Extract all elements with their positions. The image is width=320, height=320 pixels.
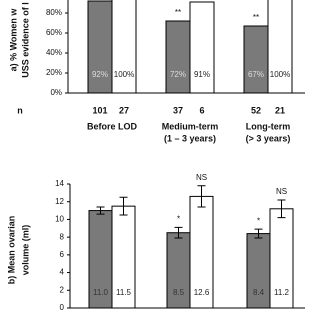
value-label: 11.2	[274, 288, 290, 297]
y-tick-label: 80%	[46, 8, 62, 17]
value-label: 8.5	[173, 288, 185, 297]
n-row-label: n	[17, 105, 23, 115]
value-label: 11.0	[93, 288, 109, 297]
y-tick-label: 0%	[50, 88, 62, 97]
y-axis-label: a) % Women w	[8, 8, 18, 72]
y-tick-label: 60%	[46, 28, 62, 37]
y-tick-label: 0	[60, 303, 65, 312]
value-label: 67%	[248, 70, 264, 79]
value-label: 8.4	[253, 288, 265, 297]
n-label: 21	[275, 105, 285, 115]
y-tick-label: 14	[55, 179, 64, 188]
error-bar	[197, 185, 206, 208]
bar	[165, 20, 191, 94]
annotation: *	[257, 216, 260, 225]
category-label: Before LOD	[87, 121, 138, 131]
bar	[87, 0, 113, 94]
y-tick-label: 4	[60, 268, 65, 277]
n-label: 6	[199, 105, 204, 115]
annotation: **	[253, 13, 259, 22]
category-label: Long-term	[246, 121, 291, 131]
error-bar	[277, 199, 286, 219]
annotation: **	[175, 8, 181, 17]
category-label: Medium-term	[162, 121, 219, 131]
y-tick-label: 20%	[46, 68, 62, 77]
annotation: NS	[276, 187, 287, 196]
y-tick-label: 8	[60, 232, 65, 241]
annotation: NS	[196, 173, 207, 182]
y-tick-label: 6	[60, 250, 65, 259]
category-note: (1 – 3 years)	[164, 133, 216, 143]
value-label: 100%	[270, 70, 290, 79]
bar	[111, 0, 137, 94]
annotation: *	[177, 215, 180, 224]
n-label: 52	[251, 105, 261, 115]
y-tick-label: 40%	[46, 48, 62, 57]
y-tick-label: 12	[55, 197, 64, 206]
n-label: 101	[92, 105, 107, 115]
n-label: 27	[119, 105, 129, 115]
category-note: (> 3 years)	[246, 133, 291, 143]
value-label: 91%	[194, 70, 210, 79]
value-label: 100%	[114, 70, 134, 79]
value-label: 92%	[92, 70, 108, 79]
value-label: 72%	[170, 70, 186, 79]
error-bar	[119, 196, 128, 216]
error-bar	[174, 226, 183, 239]
value-label: 11.5	[116, 288, 132, 297]
error-bar	[254, 228, 263, 239]
n-label: 37	[173, 105, 183, 115]
y-tick-label: 10	[55, 215, 64, 224]
y-axis-label: USS evidence of l	[20, 2, 30, 78]
y-axis-label: volume (ml)	[20, 225, 30, 276]
value-label: 12.6	[194, 288, 210, 297]
bar	[243, 25, 269, 94]
error-bar	[96, 206, 105, 215]
y-tick-label: 2	[60, 285, 65, 294]
bar	[189, 1, 215, 94]
y-axis-label: b) Mean ovarian	[6, 216, 16, 285]
bar	[267, 0, 293, 94]
